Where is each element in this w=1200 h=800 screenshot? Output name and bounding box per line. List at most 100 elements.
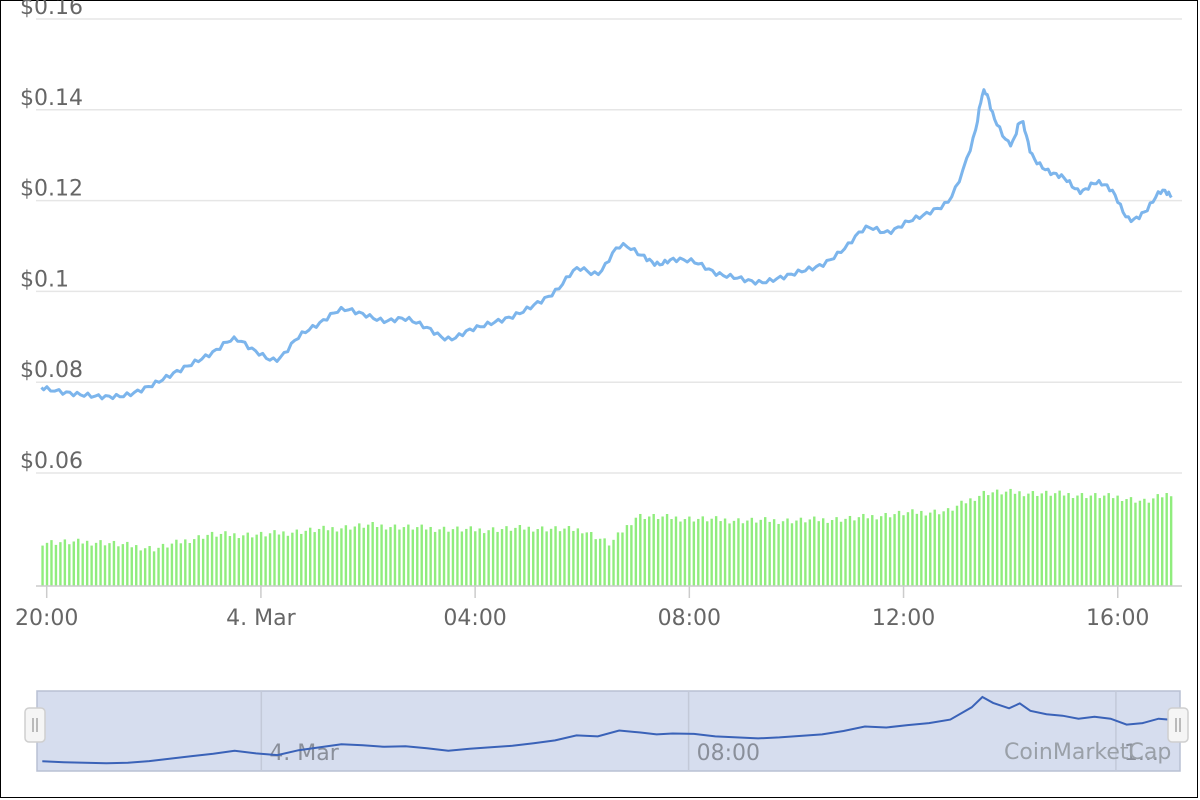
volume-bar (701, 516, 704, 586)
volume-bar (375, 527, 379, 586)
volume-bar (273, 530, 276, 586)
volume-bar (313, 532, 316, 586)
volume-bar (929, 512, 932, 586)
volume-bar (888, 517, 892, 586)
volume-bar (384, 529, 388, 586)
volume-bar (482, 533, 486, 586)
volume-bar (251, 537, 254, 586)
volume-bar (790, 523, 794, 586)
volume-bar (228, 536, 232, 586)
volume-bar (135, 545, 138, 586)
y-tick-label: $0.14 (20, 86, 83, 111)
volume-bar (781, 521, 785, 586)
volume-bar (567, 526, 571, 586)
volume-bar (737, 518, 740, 586)
y-tick-label: $0.12 (20, 177, 83, 202)
volume-bar (157, 547, 160, 586)
volume-bar (1107, 493, 1110, 586)
volume-bar (594, 539, 597, 586)
volume-bar (813, 516, 816, 586)
volume-bar (616, 532, 620, 586)
volume-bar (335, 531, 339, 586)
volume-bar (772, 519, 776, 586)
volume-bar (188, 543, 191, 586)
volume-bar (442, 526, 446, 586)
volume-bar (652, 513, 655, 586)
volume-bar (523, 529, 526, 586)
volume-bar (1098, 498, 1101, 586)
volume-bar (799, 517, 803, 586)
volume-bar (1076, 495, 1079, 586)
volume-bar (728, 523, 731, 586)
volume-bar (184, 539, 187, 586)
volume-bar (665, 514, 669, 586)
volume-bar (621, 532, 624, 586)
volume-bar (549, 528, 553, 586)
volume-bar (719, 521, 722, 586)
volume-bar (1022, 496, 1026, 586)
navigator-handle-left[interactable] (24, 707, 46, 743)
volume-bar (643, 518, 646, 586)
volume-bar (902, 515, 905, 586)
volume-bar (277, 534, 281, 586)
navigator[interactable]: 4. Mar 08:00 1...CoinMarketCap (24, 690, 1189, 772)
volume-bar (764, 517, 767, 586)
volume-bar (59, 542, 62, 586)
volume-bar (777, 523, 780, 586)
volume-bar (924, 515, 927, 586)
volume-bar (688, 516, 691, 586)
volume-bar (259, 531, 263, 586)
volume-bar (179, 543, 183, 586)
volume-bar (822, 518, 825, 586)
volume-bar (219, 533, 223, 586)
volume-bar (393, 524, 397, 586)
volume-bar (161, 543, 165, 586)
volume-bar (362, 527, 365, 586)
volume-bar (1169, 496, 1173, 586)
volume-bar (536, 529, 539, 586)
volume-bar (424, 529, 428, 586)
volume-bar (862, 513, 865, 586)
volume-bar (411, 529, 415, 586)
volume-bar (121, 544, 125, 586)
volume-bar (1085, 498, 1088, 586)
volume-bar (300, 533, 303, 586)
volume-bar (175, 539, 178, 586)
volume-bar (1152, 498, 1155, 586)
volume-bar (77, 538, 80, 586)
volume-bar (826, 522, 829, 586)
volume-bar (982, 490, 985, 586)
volume-bar (85, 540, 89, 586)
volume-bar (955, 505, 959, 586)
navigator-handle-right[interactable] (1167, 707, 1189, 743)
volume-bar (139, 550, 142, 586)
volume-bar (416, 527, 419, 586)
volume-bar (969, 498, 972, 586)
volume-bar (451, 529, 455, 586)
volume-bar (1147, 502, 1151, 586)
volume-bar (1053, 493, 1057, 586)
volume-bar (1161, 497, 1164, 586)
x-tick-label: 16:00 (1086, 606, 1149, 631)
volume-bar (1031, 491, 1035, 586)
x-tick-label: 04:00 (443, 606, 506, 631)
volume-bar (804, 522, 807, 586)
volume-bar (581, 533, 584, 586)
volume-bar (103, 545, 107, 586)
volume-bar (656, 519, 660, 586)
volume-bar (786, 518, 789, 586)
y-tick-label: $0.16 (20, 0, 83, 20)
volume-bar (358, 523, 361, 586)
volume-bar (576, 528, 580, 586)
volume-bar (514, 527, 517, 586)
volume-bar (1143, 498, 1146, 586)
volume-bar (1018, 491, 1021, 586)
volume-bar (598, 538, 602, 586)
volume-bar (1058, 490, 1061, 586)
volume-bar (648, 516, 651, 586)
volume-bar (518, 524, 522, 586)
volume-bar (317, 528, 321, 586)
volume-bar (973, 500, 977, 586)
volume-bar (197, 535, 200, 586)
volume-bar (639, 513, 642, 586)
